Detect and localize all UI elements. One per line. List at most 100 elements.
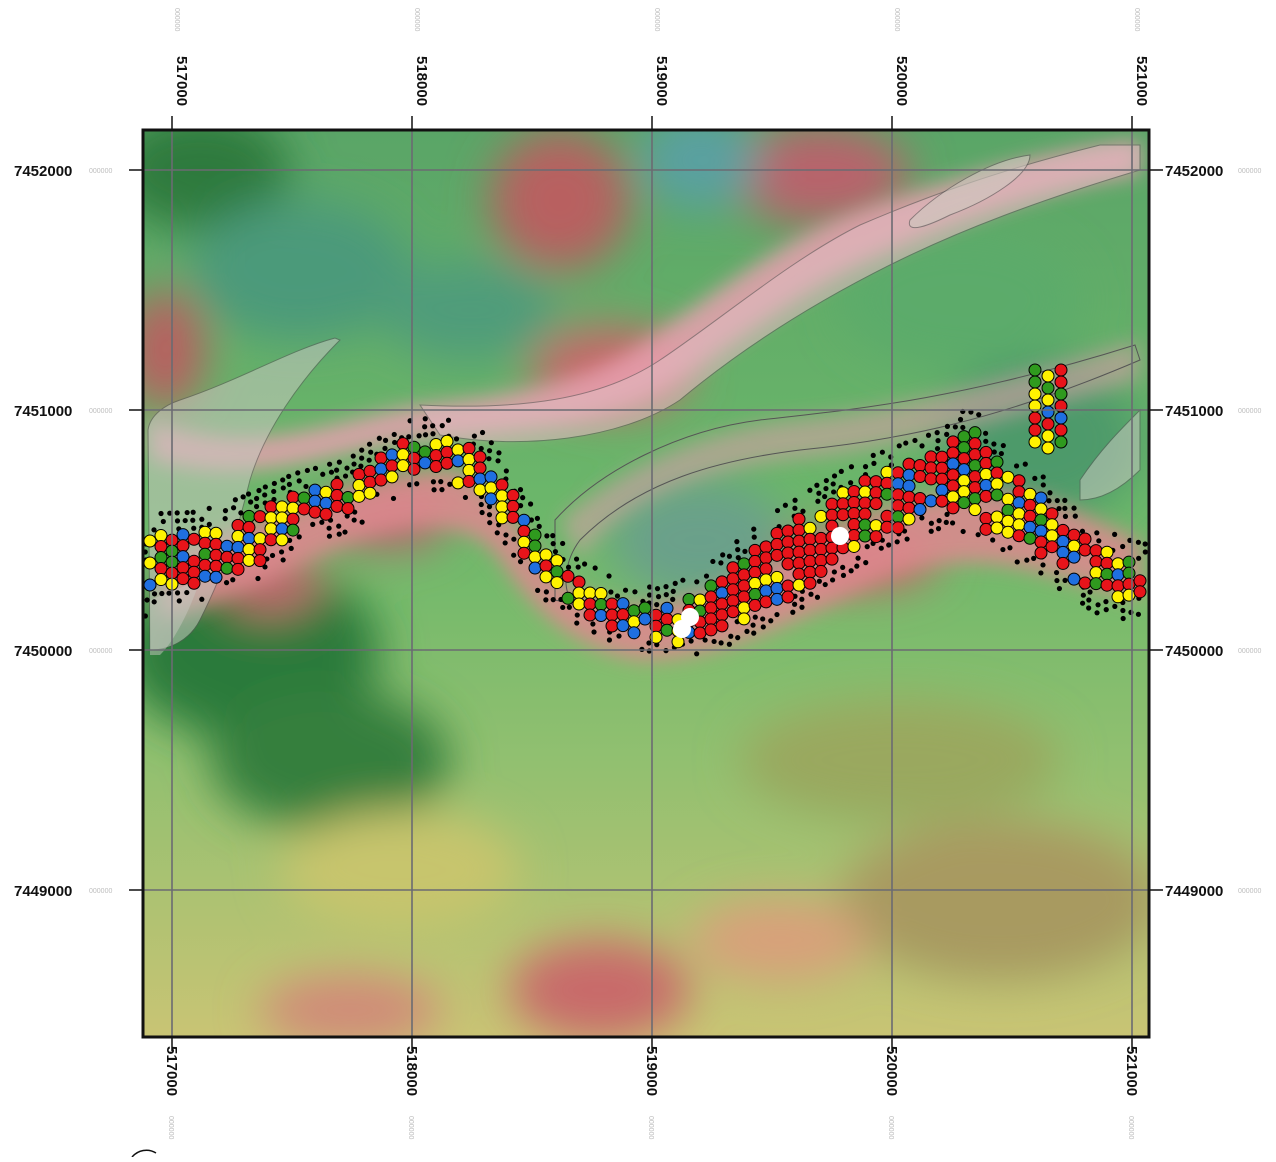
sample-marker-black: [326, 533, 333, 539]
sample-marker-black: [702, 637, 708, 643]
sample-point: [1067, 572, 1081, 586]
sample-marker-black: [336, 523, 342, 529]
x-tick-sublabel-top: 000000: [893, 8, 900, 31]
sample-marker-black: [535, 587, 541, 594]
sample-marker-black: [822, 493, 828, 500]
sample-point: [1012, 518, 1026, 532]
sample-point: [803, 543, 817, 557]
sample-marker-black: [351, 517, 357, 523]
sample-point: [935, 461, 949, 475]
sample-marker-black: [991, 449, 997, 455]
y-tick-sublabel-left: 000000: [89, 648, 112, 655]
sample-point: [957, 430, 971, 444]
sample-marker-black: [494, 530, 500, 536]
sample-marker-black: [1040, 562, 1046, 568]
sample-marker-black: [350, 453, 356, 459]
sample-marker-black: [1040, 482, 1046, 488]
sample-marker-black: [430, 479, 437, 485]
sample-marker-black: [422, 424, 428, 430]
y-tick-sublabel-left: 000000: [89, 408, 112, 415]
sample-marker-black: [184, 509, 190, 516]
sample-point: [781, 535, 795, 549]
sample-point: [792, 534, 806, 548]
sample-point: [572, 597, 586, 611]
sample-marker-black: [199, 516, 205, 522]
sample-point: [1111, 568, 1125, 582]
sample-point: [737, 590, 751, 604]
sample-marker-black: [248, 499, 254, 505]
sample-point: [396, 448, 410, 462]
sample-marker-black: [550, 541, 556, 547]
sample-point: [1001, 525, 1015, 539]
sample-point: [1041, 381, 1055, 395]
sample-point: [286, 490, 300, 504]
sample-point: [1122, 588, 1136, 602]
sample-marker-black: [823, 485, 829, 492]
sample-point: [726, 572, 740, 586]
sample-marker-black: [1080, 600, 1086, 606]
sample-point: [891, 510, 905, 524]
sample-point: [737, 557, 751, 571]
sample-point: [418, 456, 432, 470]
sample-marker-black: [184, 589, 190, 596]
sample-marker-black: [838, 468, 844, 474]
sample-point: [198, 569, 212, 583]
sample-marker-black: [1062, 513, 1069, 519]
sample-marker-black: [479, 429, 486, 436]
sample-marker-black: [487, 520, 493, 526]
sample-point: [385, 448, 399, 462]
sample-point: [605, 608, 619, 622]
sample-point: [814, 553, 828, 567]
sample-marker-black: [998, 450, 1004, 457]
sample-point: [891, 466, 905, 480]
x-tick-sublabel-top: 000000: [1133, 8, 1140, 31]
sample-point: [1067, 539, 1081, 553]
sample-point: [737, 579, 751, 593]
sample-point: [1041, 393, 1055, 407]
sample-point: [979, 489, 993, 503]
sample-point: [1034, 546, 1048, 560]
sample-point: [253, 543, 267, 557]
sample-marker-black: [760, 616, 766, 622]
sample-marker-black: [295, 470, 301, 476]
sample-marker-black: [286, 473, 292, 479]
x-tick-sublabel-bottom: 000000: [407, 1116, 414, 1139]
sample-marker-black: [831, 489, 837, 495]
sample-marker-black: [1120, 607, 1126, 614]
y-tick-label-left: 7451000: [14, 403, 72, 420]
sample-point: [704, 579, 718, 593]
sample-point: [275, 522, 289, 536]
x-tick-label-top: 520000: [893, 56, 910, 106]
sample-marker-black: [262, 484, 268, 490]
sample-point: [990, 455, 1004, 469]
sample-point: [572, 575, 586, 589]
sample-point: [1089, 555, 1103, 569]
sample-marker-black: [334, 467, 340, 473]
sample-point: [803, 565, 817, 579]
sample-point: [957, 441, 971, 455]
sample-point: [297, 502, 311, 516]
sample-marker-black: [503, 532, 509, 538]
sample-point: [231, 540, 245, 554]
sample-marker-black: [734, 539, 740, 545]
sample-point: [385, 470, 399, 484]
sample-point: [253, 532, 267, 546]
sample-point: [253, 554, 267, 568]
sample-marker-black: [1094, 530, 1100, 536]
sample-marker-black: [878, 545, 884, 551]
sample-point: [781, 579, 795, 593]
x-tick-label-bottom: 518000: [403, 1046, 420, 1096]
sample-point: [1045, 507, 1059, 521]
sample-marker-black: [616, 633, 622, 639]
sample-point: [1041, 405, 1055, 419]
sample-point: [968, 459, 982, 473]
sample-marker-black: [879, 449, 885, 455]
sample-marker-black: [710, 558, 716, 565]
sample-marker-black: [1103, 599, 1109, 605]
highlight-point: [673, 620, 691, 638]
sample-marker-black: [646, 592, 653, 598]
sample-marker-black: [614, 593, 621, 599]
sample-point: [1045, 540, 1059, 554]
sample-point: [737, 601, 751, 615]
